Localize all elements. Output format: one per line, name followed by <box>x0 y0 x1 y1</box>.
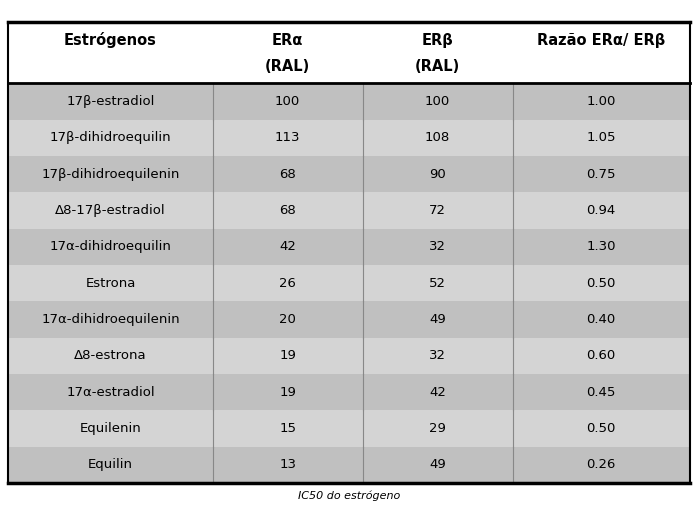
Text: ERα: ERα <box>272 33 304 48</box>
Bar <box>8 156 690 192</box>
Text: 1.30: 1.30 <box>586 241 616 253</box>
Bar <box>8 338 690 374</box>
Text: Estrógenos: Estrógenos <box>64 32 157 48</box>
Text: 17α-dihidroequilenin: 17α-dihidroequilenin <box>41 313 180 326</box>
Text: 0.50: 0.50 <box>586 422 616 435</box>
Text: 1.05: 1.05 <box>586 131 616 144</box>
Text: 0.50: 0.50 <box>586 277 616 289</box>
Bar <box>8 265 690 301</box>
Bar <box>8 374 690 410</box>
Bar <box>8 192 690 229</box>
Bar <box>8 229 690 265</box>
Text: 108: 108 <box>425 131 450 144</box>
Text: Equilin: Equilin <box>88 458 133 471</box>
Text: 90: 90 <box>429 168 446 181</box>
Bar <box>8 447 690 483</box>
Text: (RAL): (RAL) <box>415 59 460 74</box>
Text: Razão ERα/ ERβ: Razão ERα/ ERβ <box>537 33 665 48</box>
Text: 113: 113 <box>275 131 300 144</box>
Text: 0.75: 0.75 <box>586 168 616 181</box>
Text: 29: 29 <box>429 422 446 435</box>
Text: 32: 32 <box>429 349 446 362</box>
Text: ERβ: ERβ <box>422 33 454 48</box>
Text: 0.94: 0.94 <box>586 204 616 217</box>
Bar <box>8 410 690 447</box>
Text: 42: 42 <box>279 241 296 253</box>
Text: Estrona: Estrona <box>85 277 135 289</box>
Text: 17α-estradiol: 17α-estradiol <box>66 386 155 399</box>
Text: 13: 13 <box>279 458 296 471</box>
Text: 0.26: 0.26 <box>586 458 616 471</box>
Text: 49: 49 <box>429 313 446 326</box>
Bar <box>8 83 690 119</box>
Text: 20: 20 <box>279 313 296 326</box>
Text: 17β-dihidroequilin: 17β-dihidroequilin <box>50 131 171 144</box>
Text: 17α-dihidroequilin: 17α-dihidroequilin <box>50 241 172 253</box>
Bar <box>8 301 690 338</box>
Text: 1.00: 1.00 <box>586 95 616 108</box>
Text: (RAL): (RAL) <box>265 59 311 74</box>
Bar <box>8 22 690 83</box>
Text: 100: 100 <box>275 95 300 108</box>
Text: 72: 72 <box>429 204 446 217</box>
Text: 17β-estradiol: 17β-estradiol <box>66 95 155 108</box>
Text: 19: 19 <box>279 349 296 362</box>
Text: 68: 68 <box>279 168 296 181</box>
Text: 17β-dihidroequilenin: 17β-dihidroequilenin <box>41 168 179 181</box>
Text: Δ8-estrona: Δ8-estrona <box>74 349 147 362</box>
Text: 49: 49 <box>429 458 446 471</box>
Text: 100: 100 <box>425 95 450 108</box>
Text: 19: 19 <box>279 386 296 399</box>
Text: 0.60: 0.60 <box>586 349 616 362</box>
Text: 0.45: 0.45 <box>586 386 616 399</box>
Text: 15: 15 <box>279 422 296 435</box>
Text: 68: 68 <box>279 204 296 217</box>
Text: 0.40: 0.40 <box>586 313 616 326</box>
Text: 42: 42 <box>429 386 446 399</box>
Text: Equilenin: Equilenin <box>80 422 142 435</box>
Bar <box>8 119 690 156</box>
Text: 52: 52 <box>429 277 446 289</box>
Text: 26: 26 <box>279 277 296 289</box>
Text: IC50 do estrógeno: IC50 do estrógeno <box>298 490 400 501</box>
Text: Δ8-17β-estradiol: Δ8-17β-estradiol <box>55 204 166 217</box>
Text: 32: 32 <box>429 241 446 253</box>
